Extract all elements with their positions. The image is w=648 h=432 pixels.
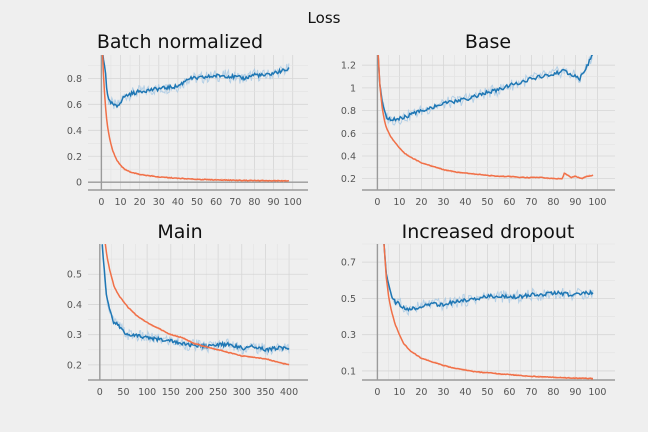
series-orange-line <box>377 55 594 180</box>
x-tick-label: 60 <box>210 197 222 208</box>
x-tick-label: 30 <box>437 387 449 398</box>
x-tick-label: 0 <box>374 387 380 398</box>
y-tick-label: 0.4 <box>67 126 82 137</box>
series-orange-raw <box>383 244 594 380</box>
x-tick-label: 50 <box>481 197 493 208</box>
panel-increased-dropout: 0 10 20 30 40 50 60 70 80 90 100 0.1 0.3 0.5 0.7 Increa… <box>341 221 615 398</box>
series-orange-line <box>104 244 290 366</box>
x-tick-label: 50 <box>117 387 129 398</box>
x-tick-label: 70 <box>525 387 537 398</box>
x-tick-label: 90 <box>569 387 581 398</box>
y-tick-label: 1.2 <box>341 61 356 72</box>
x-tick-label: 30 <box>153 197 165 208</box>
x-tick-label: 60 <box>503 197 515 208</box>
y-tick-label: 0.1 <box>341 366 356 377</box>
x-tick-label: 400 <box>280 387 298 398</box>
x-tick-label: 40 <box>172 197 184 208</box>
panel-base: 0 10 20 30 40 50 60 70 80 90 100 0.2 0.4 0.6 0.8 1 1.2 Ba… <box>341 31 615 208</box>
x-tick-label: 0 <box>97 387 103 398</box>
x-tick-label: 100 <box>588 387 606 398</box>
x-tick-label: 90 <box>569 197 581 208</box>
y-tick-label: 0.7 <box>341 258 356 269</box>
x-tick-label: 40 <box>459 197 471 208</box>
panel-title: Base <box>465 31 511 53</box>
x-tick-label: 300 <box>233 387 251 398</box>
y-tick-label: 0.2 <box>67 152 82 163</box>
x-tick-label: 90 <box>268 197 280 208</box>
series-orange-line <box>101 55 290 182</box>
y-tick-label: 0.2 <box>67 360 82 371</box>
panel-batch-normalized: 0 10 20 30 40 50 60 70 80 90 100 0 0.2 0.4 0.6 0.8 Batch… <box>67 31 308 208</box>
x-tick-label: 150 <box>162 387 180 398</box>
y-tick-label: 0.6 <box>67 100 82 111</box>
y-tick-label: 0.4 <box>341 151 356 162</box>
series-blue-raw <box>102 244 290 356</box>
x-tick-label: 0 <box>374 197 380 208</box>
x-tick-label: 10 <box>393 387 405 398</box>
x-tick-label: 10 <box>393 197 405 208</box>
x-tick-label: 20 <box>415 387 427 398</box>
x-tick-label: 30 <box>437 197 449 208</box>
series-orange-line <box>383 244 594 380</box>
series-blue-raw <box>383 244 594 317</box>
y-tick-label: 0.3 <box>67 330 82 341</box>
x-tick-label: 80 <box>547 387 559 398</box>
series-blue-raw <box>377 55 593 126</box>
y-tick-label: 0.3 <box>341 330 356 341</box>
y-tick-label: 0.2 <box>341 174 356 185</box>
panel-title: Increased dropout <box>402 221 575 243</box>
series-blue-raw <box>102 55 290 110</box>
x-tick-label: 20 <box>134 197 146 208</box>
x-tick-label: 100 <box>284 197 302 208</box>
y-tick-label: 0.6 <box>341 129 356 140</box>
y-tick-label: 0.8 <box>67 74 82 85</box>
y-tick-label: 1 <box>350 83 356 94</box>
x-tick-label: 40 <box>459 387 471 398</box>
x-tick-label: 20 <box>415 197 427 208</box>
x-tick-label: 80 <box>248 197 260 208</box>
panel-title: Main <box>157 221 202 243</box>
x-tick-label: 70 <box>229 197 241 208</box>
x-tick-label: 50 <box>481 387 493 398</box>
series-blue-line <box>102 55 290 109</box>
x-tick-label: 100 <box>588 197 606 208</box>
x-tick-label: 100 <box>138 387 156 398</box>
x-tick-label: 200 <box>185 387 203 398</box>
panel-main: 0 50 100 150 200 250 300 350 400 0.2 0.3 0.4 0.5 Main <box>67 221 308 398</box>
series-orange-raw <box>377 55 594 180</box>
y-tick-label: 0.4 <box>67 300 82 311</box>
x-tick-label: 250 <box>209 387 227 398</box>
y-tick-label: 0.8 <box>341 106 356 117</box>
x-tick-label: 0 <box>98 197 104 208</box>
y-tick-label: 0.5 <box>67 270 82 281</box>
y-tick-label: 0 <box>76 178 82 189</box>
panel-title: Batch normalized <box>97 31 263 53</box>
series-blue-line <box>101 244 290 354</box>
series-blue-line <box>383 244 594 312</box>
figure-title: Loss <box>308 9 341 27</box>
y-tick-label: 0.5 <box>341 294 356 305</box>
x-tick-label: 350 <box>256 387 274 398</box>
series-blue-line <box>377 55 593 122</box>
x-tick-label: 70 <box>525 197 537 208</box>
x-tick-label: 80 <box>547 197 559 208</box>
x-tick-label: 60 <box>503 387 515 398</box>
x-tick-label: 50 <box>191 197 203 208</box>
x-tick-label: 10 <box>114 197 126 208</box>
